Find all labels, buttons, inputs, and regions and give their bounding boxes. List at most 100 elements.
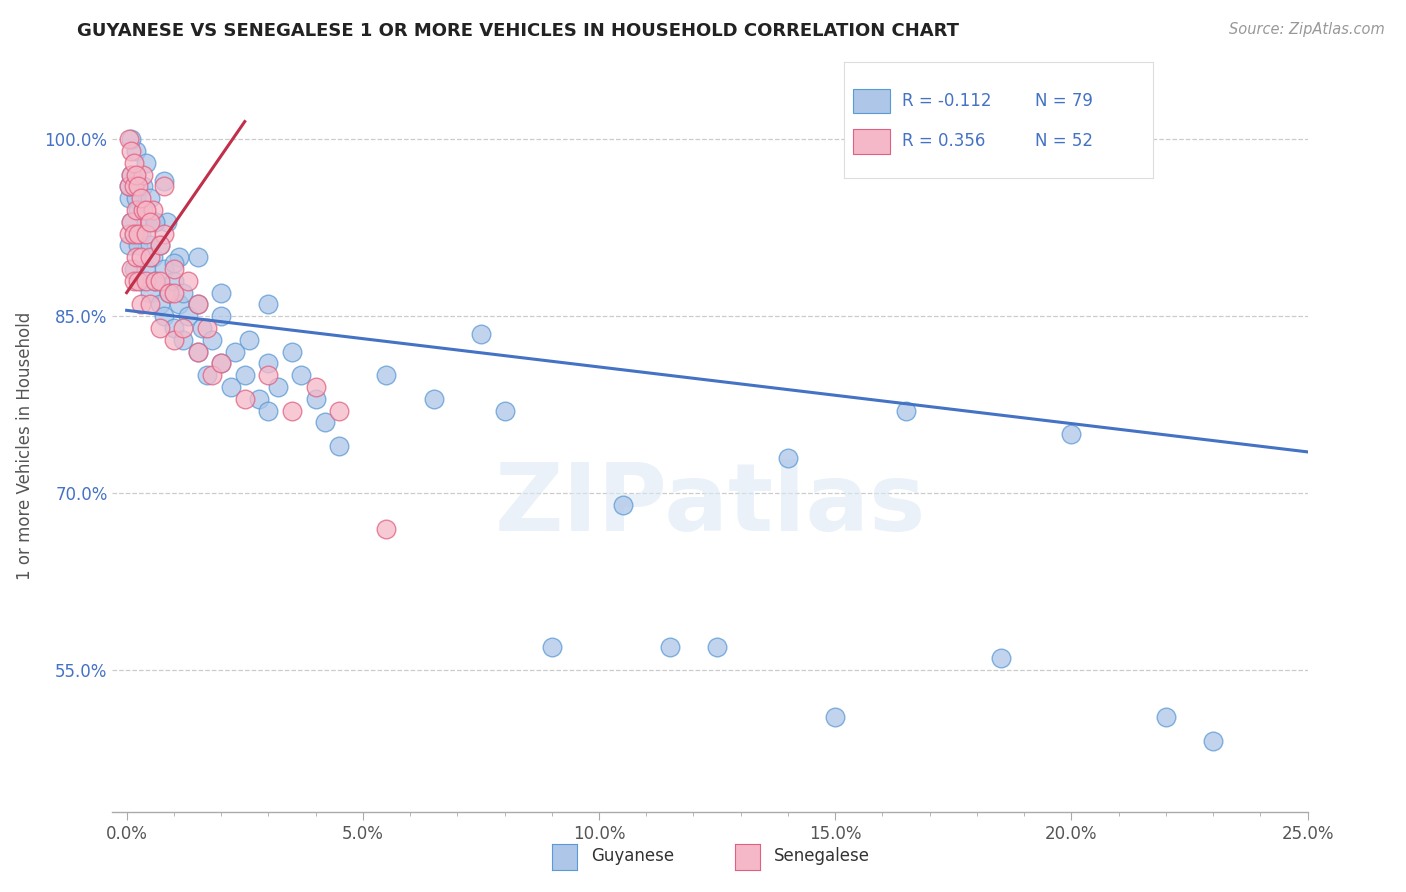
Text: Guyanese: Guyanese (591, 847, 675, 865)
Point (142, 202, 165, 217)
Point (172, 333, 194, 347)
Point (120, 168, 142, 182)
Point (120, 132, 142, 146)
Point (118, 227, 141, 241)
Point (139, 238, 162, 252)
Point (143, 274, 166, 288)
Point (135, 156, 157, 170)
Point (129, 191, 152, 205)
Point (142, 250, 165, 264)
Point (149, 297, 172, 311)
Point (209, 285, 232, 300)
Point (132, 202, 155, 217)
Point (177, 274, 200, 288)
Point (122, 156, 145, 170)
Point (824, 710, 846, 724)
Point (1154, 710, 1177, 724)
Point (177, 310, 200, 324)
Point (149, 274, 172, 288)
Point (135, 227, 157, 241)
Point (257, 356, 280, 370)
Point (167, 250, 190, 264)
Point (120, 262, 142, 277)
Point (186, 250, 208, 264)
Point (135, 274, 157, 288)
Point (219, 380, 242, 394)
Point (139, 285, 162, 300)
Point (172, 285, 194, 300)
Point (257, 368, 280, 383)
Point (163, 274, 186, 288)
Point (894, 403, 917, 417)
Point (120, 144, 142, 158)
Point (143, 215, 166, 229)
Point (470, 326, 492, 341)
Point (233, 368, 256, 383)
Point (153, 227, 176, 241)
Bar (853, 129, 890, 153)
Point (139, 250, 162, 264)
Point (139, 215, 162, 229)
Point (191, 321, 214, 335)
Point (132, 179, 155, 194)
Point (127, 179, 149, 194)
Point (201, 333, 224, 347)
Point (163, 256, 186, 270)
Point (281, 403, 304, 417)
Point (149, 238, 172, 252)
Point (247, 392, 270, 406)
Point (132, 168, 155, 182)
Point (157, 285, 180, 300)
Point (375, 368, 398, 383)
Point (153, 173, 176, 187)
Point (153, 179, 176, 194)
Point (125, 173, 148, 187)
Point (122, 262, 145, 277)
Point (125, 168, 148, 182)
Text: GUYANESE VS SENEGALESE 1 OR MORE VEHICLES IN HOUSEHOLD CORRELATION CHART: GUYANESE VS SENEGALESE 1 OR MORE VEHICLE… (77, 22, 959, 40)
Point (172, 321, 194, 335)
Point (328, 403, 350, 417)
Point (163, 285, 186, 300)
Y-axis label: 1 or more Vehicles in Household: 1 or more Vehicles in Household (15, 312, 34, 580)
Point (422, 392, 444, 406)
Text: Source: ZipAtlas.com: Source: ZipAtlas.com (1229, 22, 1385, 37)
Point (120, 168, 142, 182)
Text: ZIPatlas: ZIPatlas (495, 458, 925, 550)
Point (163, 333, 186, 347)
Point (706, 640, 728, 654)
Point (658, 640, 681, 654)
Point (186, 344, 208, 359)
Point (201, 368, 224, 383)
Text: R = 0.356: R = 0.356 (903, 132, 986, 150)
Point (257, 297, 280, 311)
Point (163, 262, 186, 277)
Point (281, 344, 304, 359)
Point (257, 403, 280, 417)
Point (122, 274, 145, 288)
Point (163, 321, 186, 335)
Point (186, 344, 208, 359)
Point (238, 333, 260, 347)
Text: R = -0.112: R = -0.112 (903, 92, 991, 110)
Point (153, 262, 176, 277)
Point (129, 250, 152, 264)
Point (233, 392, 256, 406)
Point (290, 368, 312, 383)
Point (540, 640, 562, 654)
Point (129, 274, 152, 288)
Text: N = 52: N = 52 (1035, 132, 1094, 150)
Point (127, 238, 149, 252)
Point (157, 285, 180, 300)
Point (209, 310, 232, 324)
Text: N = 79: N = 79 (1035, 92, 1094, 110)
Point (122, 227, 145, 241)
Point (209, 356, 232, 370)
Point (127, 274, 149, 288)
Bar (853, 88, 890, 113)
Point (156, 215, 179, 229)
Point (143, 215, 166, 229)
Point (135, 202, 157, 217)
Point (304, 392, 326, 406)
Point (139, 297, 162, 311)
